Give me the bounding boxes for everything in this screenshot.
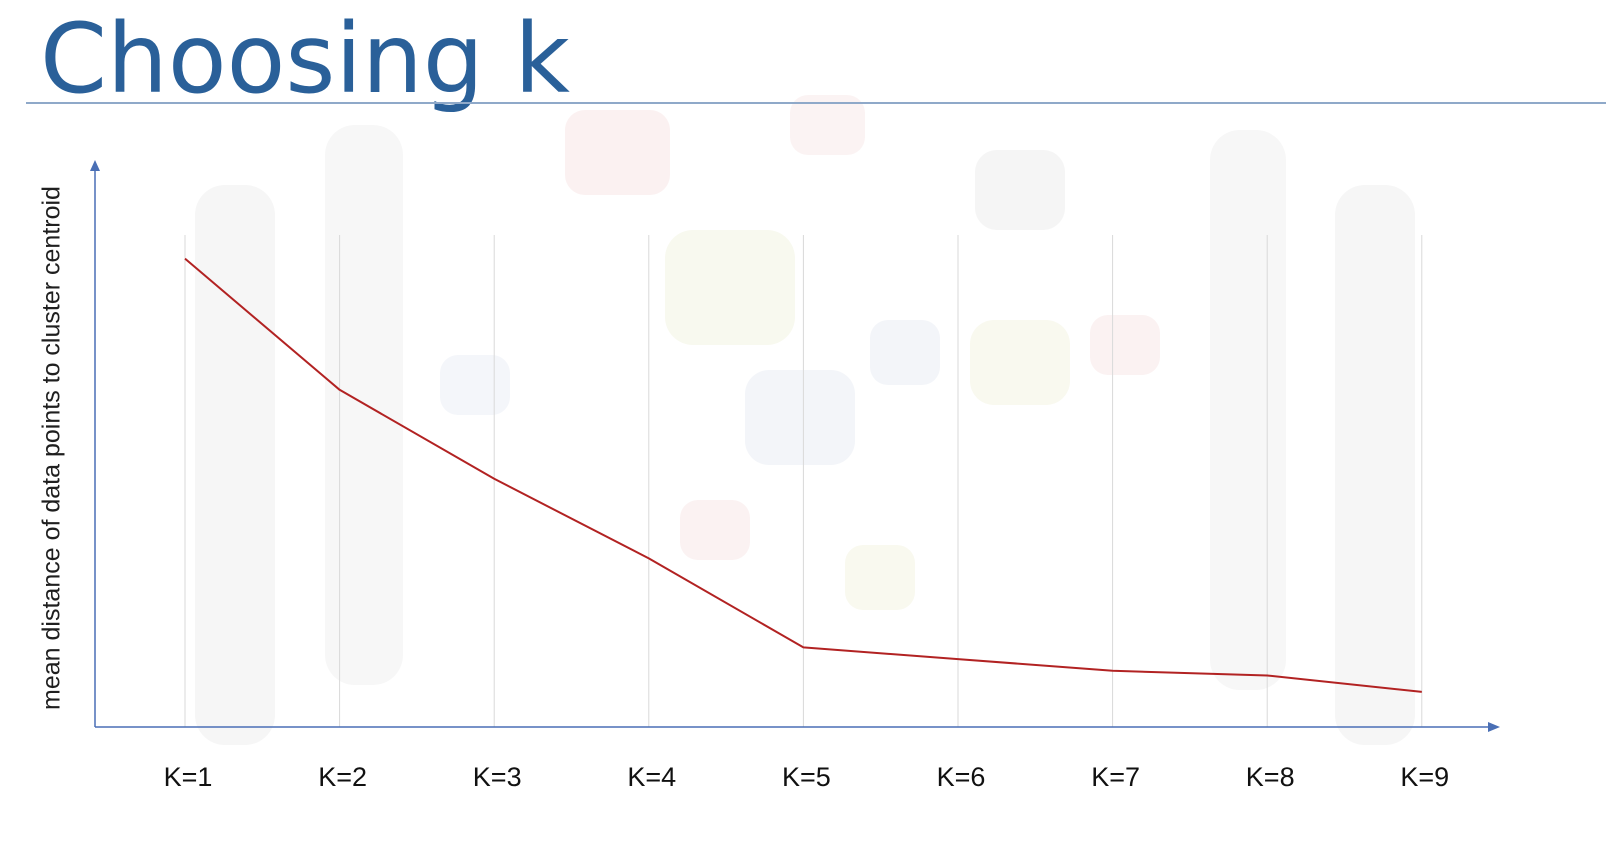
- page-title: Choosing k: [40, 3, 570, 115]
- x-tick-label: K=3: [473, 762, 522, 792]
- x-tick-label: K=5: [782, 762, 831, 792]
- x-tick-labels: K=1 K=2 K=3 K=4 K=5 K=6 K=7 K=8 K=9: [164, 762, 1450, 792]
- title-underline: [26, 102, 1606, 104]
- x-tick-label: K=1: [164, 762, 213, 792]
- series-layer: [184, 257, 1422, 693]
- x-tick-label: K=8: [1246, 762, 1295, 792]
- x-tick-label: K=6: [937, 762, 986, 792]
- x-tick-label: K=4: [627, 762, 676, 792]
- x-axis-arrow-icon: [1488, 722, 1500, 732]
- x-tick-label: K=9: [1400, 762, 1449, 792]
- axes: [90, 160, 1500, 732]
- grid-lines: [184, 235, 1423, 727]
- x-tick-label: K=7: [1091, 762, 1140, 792]
- y-axis-arrow-icon: [90, 160, 100, 171]
- x-tick-label: K=2: [318, 762, 367, 792]
